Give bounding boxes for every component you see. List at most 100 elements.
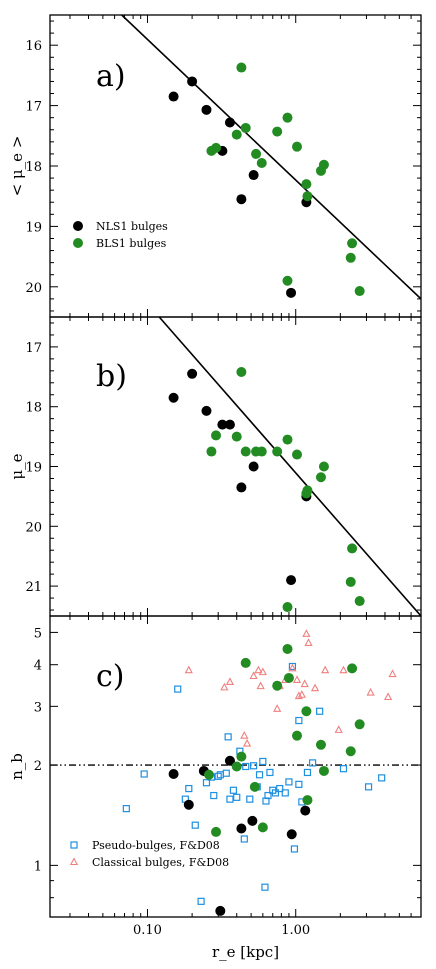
data-point: [291, 449, 302, 460]
data-point: [339, 665, 348, 674]
y-tick-label: 21: [25, 580, 42, 595]
data-point: [224, 117, 235, 128]
data-point: [233, 793, 241, 801]
data-point: [211, 430, 222, 441]
data-point: [184, 665, 193, 674]
series-bls1-bulges: [206, 62, 365, 297]
data-point: [224, 733, 232, 741]
data-point: [231, 431, 242, 442]
data-point: [259, 757, 267, 766]
data-point: [295, 780, 303, 788]
y-tick-label: 4: [34, 659, 42, 674]
data-point: [301, 179, 312, 190]
data-point: [310, 683, 320, 692]
x-axis-title: r_e [kpc]: [212, 943, 279, 961]
data-point: [140, 770, 148, 778]
data-point: [282, 275, 293, 286]
data-point: [291, 141, 302, 152]
data-point: [286, 575, 297, 586]
data-point: [236, 823, 247, 834]
x-tick-label: 0.10: [133, 923, 162, 938]
data-point: [168, 91, 179, 102]
data-point: [321, 665, 330, 674]
data-point: [354, 719, 365, 730]
data-point: [273, 704, 282, 712]
data-point: [364, 783, 373, 791]
data-point: [286, 287, 297, 298]
data-point: [316, 707, 324, 715]
panel-1-plot-area: [121, 15, 421, 300]
data-point: [283, 672, 294, 683]
legend-marker: [73, 221, 83, 231]
data-point: [222, 769, 230, 777]
data-point: [302, 629, 311, 637]
data-point: [231, 129, 242, 140]
data-point: [302, 191, 313, 202]
data-point: [282, 602, 293, 613]
y-tick-label: 16: [25, 39, 42, 54]
data-point: [285, 778, 293, 786]
panel-label-3: c): [96, 659, 125, 694]
data-point: [282, 434, 293, 445]
data-point: [318, 159, 329, 170]
data-point: [249, 671, 258, 680]
data-point: [345, 746, 356, 757]
data-point: [236, 482, 247, 493]
data-point: [202, 779, 211, 787]
data-point: [231, 761, 242, 772]
data-point: [301, 706, 312, 717]
data-point: [276, 784, 284, 793]
data-point: [183, 799, 194, 810]
data-point: [272, 680, 283, 691]
panel-frames: [49, 14, 422, 918]
y-tick-label: 18: [25, 401, 42, 416]
data-point: [211, 142, 222, 153]
data-point: [383, 692, 393, 701]
data-point: [303, 768, 312, 777]
y-tick-label: 3: [34, 700, 42, 715]
data-point: [304, 638, 313, 646]
data-point: [347, 663, 358, 674]
data-point: [318, 461, 329, 472]
data-point: [282, 112, 293, 123]
y-axis-title-panel-3: n_b: [8, 753, 26, 780]
data-point: [339, 765, 348, 773]
data-point: [388, 669, 397, 678]
data-point: [250, 762, 258, 770]
panel-label-2: b): [96, 359, 127, 394]
data-point: [347, 238, 358, 249]
data-point: [168, 768, 179, 779]
fit-line: [158, 317, 421, 616]
data-point: [300, 679, 309, 688]
data-point: [216, 771, 224, 779]
data-point: [288, 662, 297, 671]
data-point: [236, 62, 247, 73]
data-point: [271, 789, 280, 797]
data-point: [256, 157, 267, 168]
data-point: [214, 772, 222, 780]
data-point: [256, 446, 267, 457]
panel-2-plot-area: [158, 317, 421, 616]
data-point: [291, 730, 302, 741]
data-point: [240, 730, 249, 739]
data-point: [240, 446, 251, 457]
data-point: [286, 829, 297, 840]
data-point: [226, 795, 234, 803]
data-point: [378, 774, 386, 782]
series-bls1-bulges: [206, 367, 365, 613]
data-point: [206, 446, 217, 457]
data-point: [366, 687, 375, 696]
y-tick-label: 5: [34, 626, 42, 641]
y-tick-label: 19: [25, 461, 42, 476]
data-point: [217, 419, 228, 430]
data-point: [345, 252, 356, 263]
series-nls1-bulges: [168, 76, 312, 298]
data-point: [240, 122, 251, 133]
data-point: [345, 576, 356, 587]
y-tick-label: 18: [25, 160, 42, 175]
data-point: [203, 769, 214, 780]
legend-panel-1: NLS1 bulges BLS1 bulges: [73, 220, 168, 250]
data-point: [242, 738, 252, 747]
y-tick-label: 17: [25, 100, 42, 115]
